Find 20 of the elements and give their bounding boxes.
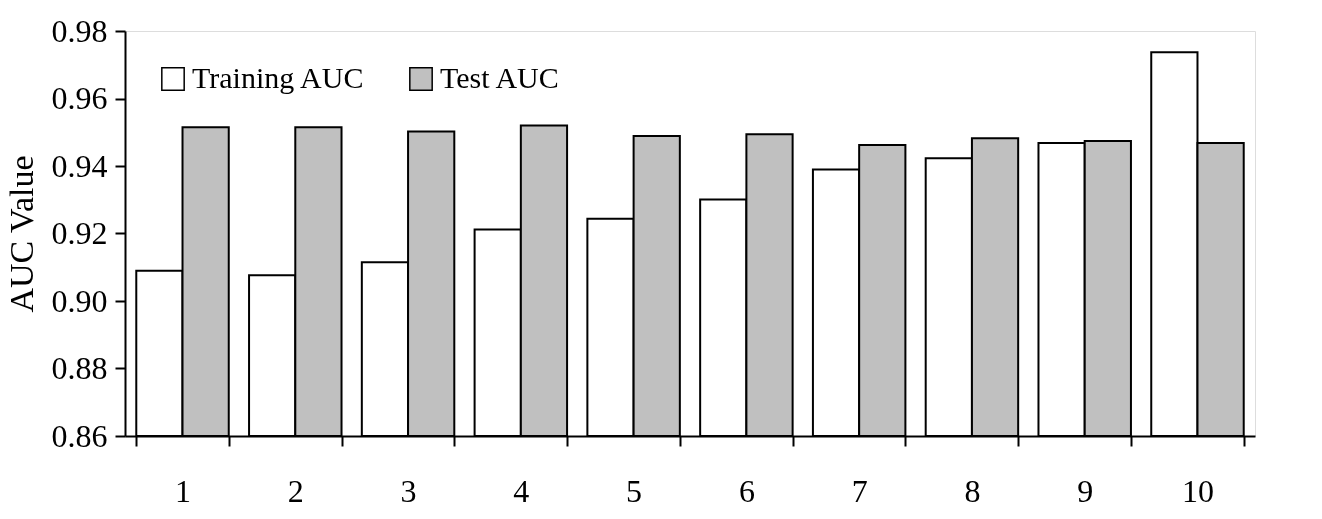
- y-tick-label: 0.88: [51, 350, 108, 386]
- x-tick-label: 8: [964, 472, 981, 509]
- y-tick-label: 0.98: [51, 12, 108, 49]
- y-tick-label: 0.94: [51, 147, 108, 184]
- x-tick-label: 5: [626, 472, 643, 509]
- legend-label: Training AUC: [192, 61, 364, 94]
- x-tick-label: 4: [513, 472, 530, 509]
- x-tick-label: 1: [175, 472, 192, 509]
- y-tick-label: 0.90: [51, 282, 108, 319]
- x-tick-label: 7: [851, 472, 868, 509]
- x-tick-label: 2: [287, 472, 304, 509]
- x-tick-label: 9: [1077, 472, 1094, 509]
- x-tick-label: 10: [1181, 472, 1214, 509]
- legend-label: Test AUC: [440, 61, 559, 94]
- y-tick-label: 0.86: [51, 417, 108, 454]
- y-axis-title: AUC Value: [2, 155, 40, 313]
- x-tick-label: 6: [738, 472, 755, 509]
- x-tick-label: 3: [400, 472, 417, 509]
- y-tick-label: 0.92: [51, 215, 108, 251]
- y-tick-label: 0.96: [51, 80, 108, 116]
